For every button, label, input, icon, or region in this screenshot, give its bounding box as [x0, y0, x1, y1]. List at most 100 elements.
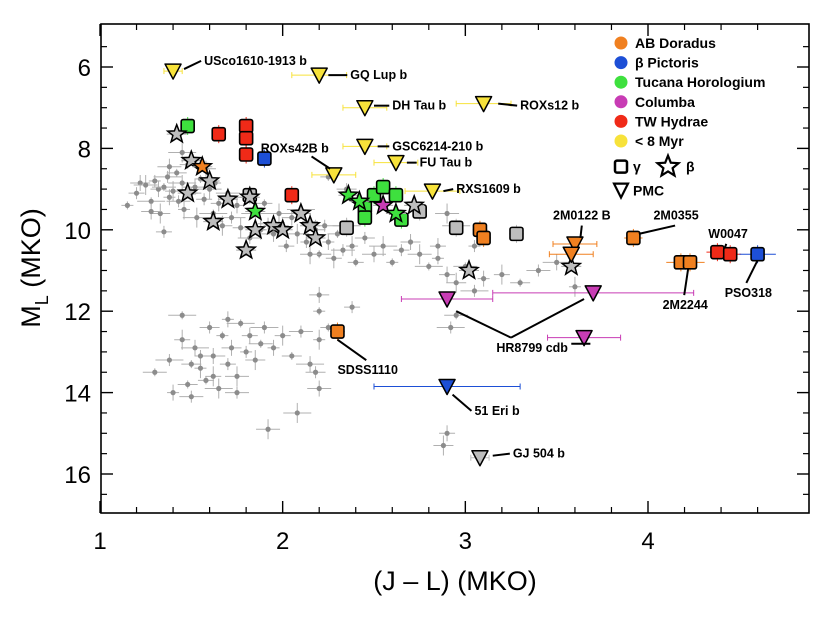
field-point [386, 258, 399, 267]
legend-gamma-square [613, 159, 629, 174]
field-dot [417, 251, 423, 257]
legend-beta-label: β [686, 159, 695, 175]
object-annotation: W0047 [708, 227, 748, 249]
square-marker [448, 220, 464, 236]
field-dot [371, 251, 377, 257]
field-dot [440, 442, 447, 449]
gamma-square [357, 208, 373, 227]
y-axis-title: ML (MKO) [16, 208, 52, 328]
field-point [226, 319, 255, 328]
star-marker [298, 214, 322, 236]
field-dot [398, 247, 404, 253]
field-point [330, 244, 355, 257]
field-dot [124, 202, 130, 208]
beta-star [560, 254, 583, 276]
field-dot [166, 194, 173, 200]
field-dot [270, 345, 277, 351]
field-dot [179, 180, 185, 186]
legend-item: β Pictoris [614, 55, 699, 71]
field-dot [179, 337, 185, 343]
plot-background [101, 24, 809, 513]
field-dot [289, 353, 295, 359]
field-point [204, 378, 233, 399]
field-dot [210, 373, 216, 379]
field-point [225, 366, 249, 387]
object-label: HR8799 cdb [496, 341, 568, 355]
gamma-square [448, 218, 464, 237]
field-point [429, 238, 446, 255]
triangle-marker [387, 154, 405, 172]
field-dot [289, 214, 295, 221]
field-point [431, 252, 444, 265]
field-dot [133, 190, 140, 196]
object-annotation: 2M2244 [663, 268, 708, 312]
field-point [155, 354, 184, 367]
field-point [285, 223, 310, 244]
object-annotation: 2M0122 B [553, 209, 611, 239]
pointer-line [745, 259, 759, 284]
plot-frame [100, 23, 810, 514]
object-annotation: 51 Eri b [451, 393, 520, 418]
legend-item: < 8 Myr [614, 133, 684, 149]
field-dot [143, 182, 149, 188]
field-dot [192, 184, 198, 190]
field-point [194, 349, 207, 362]
triangle-marker [474, 95, 493, 113]
pmc-triangle [547, 329, 622, 347]
field-dot [243, 349, 249, 355]
field-dot [194, 214, 200, 221]
field-dot [179, 149, 185, 156]
legend-swatch [614, 36, 628, 50]
triangle-marker [164, 63, 182, 80]
object-label: GSC6214-210 b [392, 139, 483, 153]
field-point [216, 331, 229, 340]
field-point [344, 301, 361, 314]
field-point [177, 380, 198, 389]
field-dot [307, 361, 313, 367]
field-dot [152, 369, 158, 375]
object-annotation: ROXs12 b [498, 99, 580, 113]
triangle-marker [584, 285, 602, 302]
field-point [446, 272, 467, 293]
gamma-square [330, 322, 345, 341]
field-point [168, 311, 197, 320]
field-point [288, 325, 313, 338]
field-point [240, 345, 253, 358]
pmc-triangle [470, 449, 490, 467]
field-dot [353, 259, 359, 265]
legend-pmc-label: PMC [633, 183, 664, 199]
field-dot [188, 394, 194, 400]
beta-star [337, 183, 360, 205]
field-point [232, 217, 249, 238]
square-marker [238, 130, 254, 146]
field-dot [207, 324, 213, 331]
field-point [155, 225, 172, 238]
field-point [354, 231, 375, 244]
star-marker [457, 258, 481, 280]
gamma-square [238, 145, 254, 164]
triangle-marker [566, 236, 584, 253]
field-point [250, 321, 279, 334]
field-dot [252, 357, 258, 363]
field-dot [157, 210, 163, 217]
field-point [313, 329, 326, 350]
object-label: GQ Lup b [350, 68, 407, 82]
field-dot [294, 410, 300, 416]
field-dot [164, 174, 171, 180]
square-marker [339, 220, 354, 236]
pmc-triangle [373, 378, 521, 396]
field-dot [238, 225, 244, 231]
field-point [151, 183, 176, 192]
field-point [369, 236, 398, 257]
object-label: 51 Eri b [474, 404, 520, 418]
gamma-square [375, 178, 391, 197]
square-marker [682, 255, 698, 270]
field-point [307, 380, 332, 397]
field-dot [426, 263, 432, 270]
pointer-line [183, 59, 202, 70]
object-annotation: DH Tau b [374, 99, 447, 113]
field-point [407, 244, 432, 265]
pointer-line [579, 225, 583, 239]
field-dot [283, 243, 289, 249]
object-label: 2M0355 [653, 209, 698, 223]
